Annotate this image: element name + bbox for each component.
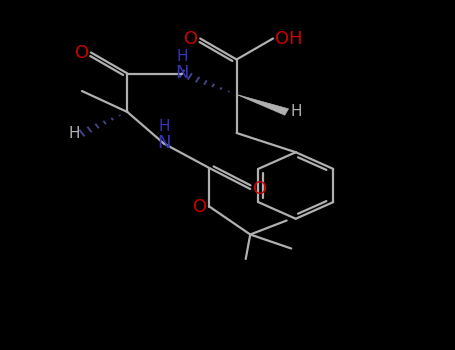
- Text: H: H: [158, 119, 170, 134]
- Polygon shape: [237, 94, 288, 115]
- Text: N: N: [157, 134, 171, 153]
- Text: O: O: [253, 180, 267, 198]
- Text: H: H: [176, 49, 188, 64]
- Text: O: O: [193, 197, 207, 216]
- Text: H: H: [68, 126, 80, 140]
- Text: N: N: [175, 64, 189, 83]
- Text: OH: OH: [275, 29, 303, 48]
- Text: H: H: [290, 105, 302, 119]
- Text: O: O: [75, 43, 89, 62]
- Text: O: O: [184, 29, 198, 48]
